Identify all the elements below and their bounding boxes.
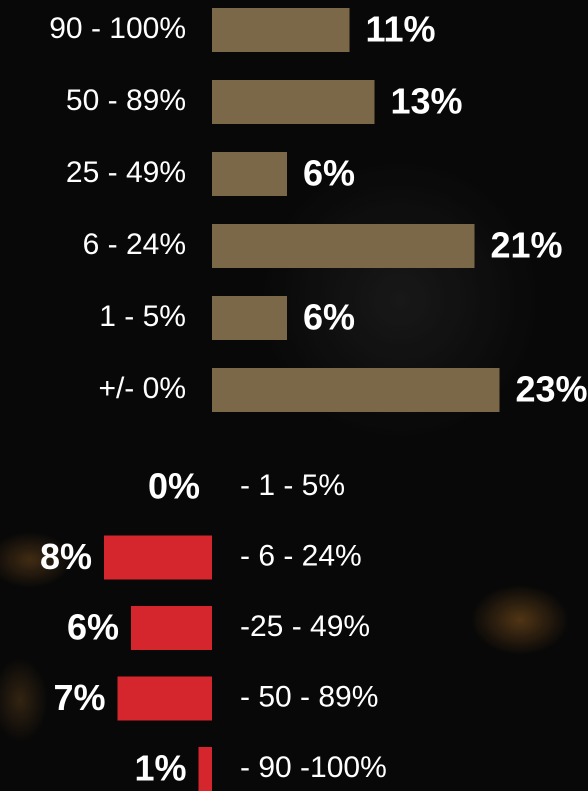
value-label: 1%: [134, 748, 186, 789]
category-label: 6 - 24%: [83, 228, 186, 261]
value-label: 7%: [53, 677, 105, 718]
category-label: 1 - 5%: [99, 300, 186, 333]
value-label: 8%: [40, 536, 92, 577]
value-label: 6%: [303, 297, 355, 338]
category-label: - 50 - 89%: [240, 680, 378, 713]
category-label: -25 - 49%: [240, 610, 370, 643]
value-label: 23%: [516, 369, 588, 410]
category-label: - 6 - 24%: [240, 539, 362, 572]
category-label: +/- 0%: [98, 372, 186, 405]
value-label: 6%: [303, 153, 355, 194]
bar: [104, 535, 212, 580]
bar: [117, 676, 212, 721]
category-label: - 1 - 5%: [240, 469, 345, 502]
value-label: 0%: [148, 466, 200, 507]
bar: [212, 296, 287, 340]
bar: [131, 606, 212, 650]
bar: [212, 224, 475, 268]
category-label: 90 - 100%: [49, 12, 186, 45]
bar: [212, 80, 375, 124]
value-label: 13%: [391, 81, 463, 122]
category-label: 50 - 89%: [66, 84, 186, 117]
value-label: 11%: [366, 9, 436, 50]
bar: [212, 368, 500, 412]
bar: [212, 152, 287, 196]
value-label: 21%: [491, 225, 563, 266]
value-label: 6%: [67, 607, 119, 648]
category-label: 25 - 49%: [66, 156, 186, 189]
bar: [198, 747, 212, 791]
bar: [212, 8, 350, 52]
category-label: - 90 -100%: [240, 751, 387, 784]
